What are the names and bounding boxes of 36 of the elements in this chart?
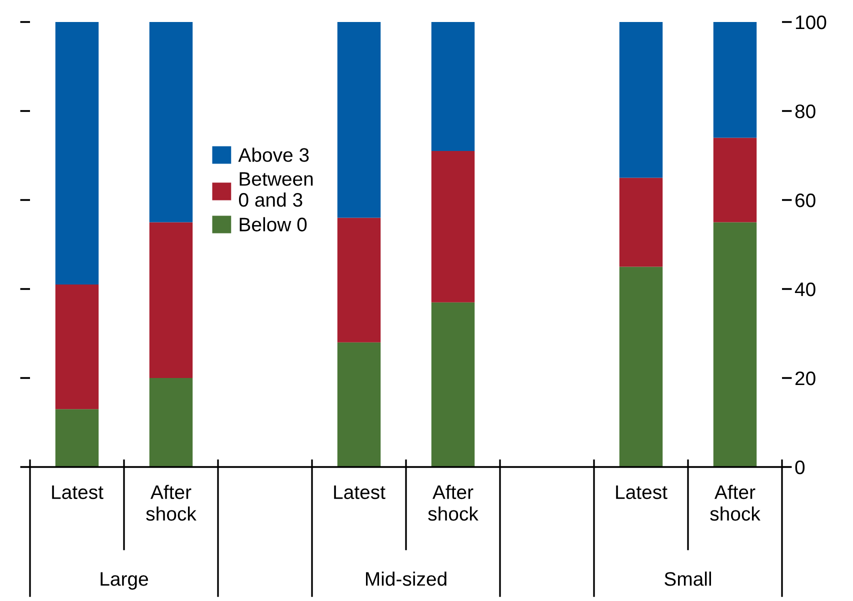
bar	[149, 378, 193, 467]
bar	[337, 22, 381, 218]
x-tick-label: After shock	[710, 484, 760, 521]
bar	[713, 22, 757, 138]
y-tick-label: 0	[795, 460, 805, 474]
bar	[149, 222, 193, 378]
text: Small	[664, 572, 712, 586]
x-tick-label: Latest	[52, 486, 104, 500]
y-tick-label: 100	[796, 15, 826, 30]
bar	[431, 302, 475, 467]
x-tick-label: After shock	[146, 484, 196, 521]
x-tick-label: Latest	[334, 486, 386, 500]
x-tick-label: After shock	[428, 484, 478, 521]
bar	[431, 22, 475, 152]
text: Large	[100, 572, 148, 590]
bar	[431, 151, 475, 302]
bar	[55, 409, 99, 467]
bar	[337, 342, 381, 467]
bar	[713, 138, 757, 222]
x-tick-label: Latest	[616, 486, 668, 500]
bar	[149, 22, 193, 222]
bar	[337, 218, 381, 342]
bar	[619, 266, 663, 467]
y-tick-label: 80	[795, 104, 816, 118]
bar	[619, 22, 663, 178]
bar	[619, 178, 663, 267]
y-tick-label: 60	[795, 193, 816, 208]
legend-label: Between 0 and 3	[238, 172, 313, 207]
legend-label: Below 0	[240, 217, 307, 232]
y-tick-label: 20	[795, 371, 816, 386]
y-tick-label: 40	[794, 282, 816, 296]
bar	[55, 284, 99, 410]
bar	[55, 22, 99, 285]
bar	[713, 222, 757, 467]
text: Mid-sized	[366, 572, 446, 586]
legend-label: Above 3	[238, 148, 309, 162]
